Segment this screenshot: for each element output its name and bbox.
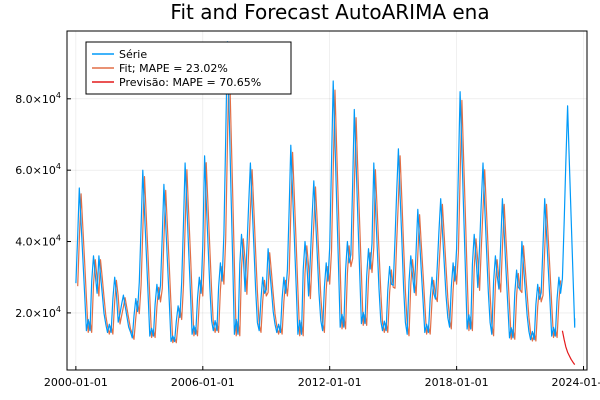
y-tick-label: 8.0×104 bbox=[15, 91, 61, 106]
plot-frame bbox=[66, 30, 588, 371]
legend-label-fit: Fit; MAPE = 23.02% bbox=[119, 62, 228, 75]
x-tick-label: 2012-01-01 bbox=[298, 376, 362, 389]
legend-label-forecast: Previsão: MAPE = 70.65% bbox=[119, 76, 261, 89]
x-axis: 2000-01-01 2006-01-01 2012-01-01 2018-01-01… bbox=[44, 366, 600, 389]
series-layer bbox=[75, 41, 576, 365]
x-tick-label: 2000-01-01 bbox=[44, 376, 108, 389]
legend-box bbox=[85, 41, 292, 95]
forecast-line bbox=[561, 330, 576, 365]
y-axis: 2.0×104 4.0×104 6.0×104 8.0×104 bbox=[15, 91, 71, 320]
x-tick-label: 2006-01-01 bbox=[171, 376, 235, 389]
x-tick-label: 2024-01-01 bbox=[552, 376, 600, 389]
legend: Série Fit; MAPE = 23.02% Previsão: MAPE … bbox=[85, 41, 292, 95]
serie-line bbox=[75, 41, 576, 343]
y-tick-label: 4.0×104 bbox=[15, 234, 61, 249]
x-tick-label: 2018-01-01 bbox=[425, 376, 489, 389]
y-tick-label: 2.0×104 bbox=[15, 305, 61, 320]
chart-title: Fit and Forecast AutoARIMA ena bbox=[170, 0, 489, 24]
y-tick-label: 6.0×104 bbox=[15, 162, 61, 177]
legend-label-serie: Série bbox=[119, 48, 147, 61]
